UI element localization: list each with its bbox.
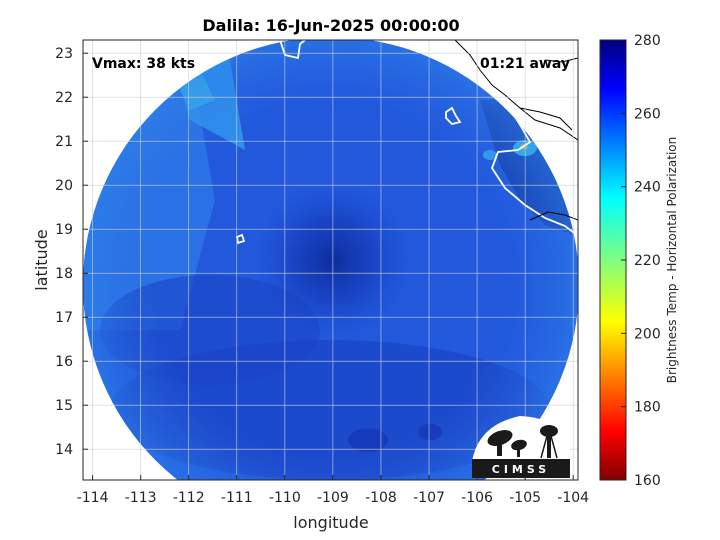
y-tick-label: 18	[55, 266, 73, 282]
y-tick-label: 23	[55, 46, 73, 62]
x-tick-label: -109	[317, 490, 349, 506]
x-tick-label: -106	[461, 490, 493, 506]
colorbar-tick-label: 240	[634, 180, 661, 196]
swath-blob	[348, 428, 388, 452]
x-tick-label: -105	[509, 490, 541, 506]
x-tick-label: -112	[173, 490, 205, 506]
x-tick-label: -113	[125, 490, 157, 506]
y-tick-label: 20	[55, 178, 73, 194]
y-tick-label: 15	[55, 398, 73, 414]
y-tick-label: 22	[55, 90, 73, 106]
logo-tower-icon	[540, 425, 558, 459]
colorbar-label: Brightness Temp - Horizontal Polarizatio…	[665, 137, 679, 384]
colorbar-tick-label: 260	[634, 106, 661, 122]
x-tick-label: -108	[365, 490, 397, 506]
coastline-north	[279, 40, 306, 60]
colorbar-tick-label: 180	[634, 400, 661, 416]
swath-edge	[83, 40, 578, 480]
cimss-logo: CIMSS	[472, 416, 570, 478]
border-line-2	[519, 107, 578, 141]
coastline	[235, 40, 578, 245]
grid	[83, 40, 578, 480]
island-clarion	[235, 233, 246, 245]
chart-title: Dalila: 16-Jun-2025 00:00:00	[202, 16, 459, 35]
x-tick-label: -104	[557, 490, 589, 506]
vmax-annotation: Vmax: 38 kts	[92, 56, 195, 72]
x-tick-label: -107	[413, 490, 445, 506]
x-tick-labels: -114 -113 -112 -111 -110 -109 -108 -107 -106 -105…	[77, 475, 589, 506]
border-line-3	[544, 57, 578, 63]
colorbar-tick-label: 160	[634, 473, 661, 489]
y-tick-label: 14	[55, 442, 73, 458]
time-away-annotation: 01:21 away	[480, 56, 570, 72]
colorbar-tick-label: 200	[634, 326, 661, 342]
swath-blob-2	[418, 424, 442, 440]
borders	[454, 40, 578, 221]
x-tick-label: -110	[269, 490, 301, 506]
y-axis-label: latitude	[32, 229, 51, 290]
axes-frame	[82, 39, 579, 481]
colorbar-tick-label: 280	[634, 33, 661, 49]
logo-text: CIMSS	[492, 463, 550, 476]
island-revillagigedo	[445, 106, 462, 125]
border-line-4	[529, 211, 578, 221]
satellite-swath	[83, 40, 578, 480]
y-tick-label: 19	[55, 222, 73, 238]
x-tick-label: -111	[221, 490, 253, 506]
x-tick-label: -114	[77, 490, 109, 506]
y-tick-label: 16	[55, 354, 73, 370]
logo-banner	[472, 459, 570, 478]
y-tick-label: 17	[55, 310, 73, 326]
x-axis-label: longitude	[293, 513, 368, 532]
y-tick-label: 21	[55, 134, 73, 150]
colorbar-ticks: 160 180 200 220 240 260 280	[621, 33, 661, 489]
y-tick-labels: 14 15 16 17 18 19 20 21 22 23	[55, 46, 88, 458]
coastline-mainland	[487, 40, 578, 237]
border-line	[454, 40, 573, 131]
logo-dish-icon	[487, 430, 527, 457]
colorbar-tick-label: 220	[634, 253, 661, 269]
